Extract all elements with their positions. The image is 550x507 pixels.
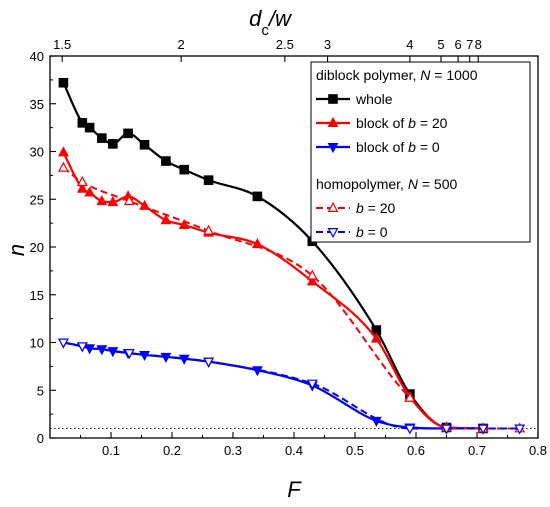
series-1-point: [107, 196, 119, 207]
series-1-point: [160, 214, 172, 225]
legend-label-0: whole: [355, 91, 393, 107]
series-1-point: [76, 182, 88, 193]
series-4-point: [514, 424, 526, 435]
series-1-point: [96, 195, 108, 206]
series-1-point: [178, 218, 190, 229]
series-4-point: [203, 357, 215, 368]
legend-marker-2: [327, 143, 339, 154]
y-tick-label: 15: [30, 288, 44, 303]
series-3-line: [62, 166, 520, 430]
axes: 0.1 0.2 0.3 0.4 0.5 0.6 0.7 0.80510152025303540…: [4, 6, 547, 502]
series-0-point: [203, 175, 214, 185]
series-0-point: [252, 191, 263, 202]
series-0-point: [123, 128, 133, 139]
top-tick-label: 6: [454, 37, 461, 52]
legend-label-4: b = 0: [356, 224, 388, 240]
legend-label-1: block of b = 20: [356, 115, 448, 131]
series-1-point: [306, 275, 318, 286]
top-tick-label: 4: [406, 37, 413, 52]
series-1-point: [84, 186, 96, 197]
x-tick-label: 0.4: [285, 443, 303, 458]
series-4-point: [404, 424, 416, 435]
x-tick-label: 0.8: [529, 443, 547, 458]
y-tick-label: 10: [30, 336, 44, 351]
series-1-line: [62, 151, 484, 430]
top-tick-label: 7: [466, 37, 473, 52]
series-4-point: [58, 338, 69, 349]
top-tick-label: 3: [324, 37, 331, 52]
legend-marker-0: [328, 94, 338, 104]
series-4-point: [123, 349, 135, 360]
series-3-point: [306, 269, 318, 280]
series-0-point: [58, 77, 69, 88]
series-4-point: [477, 424, 489, 435]
y-tick-label: 20: [30, 240, 44, 255]
legend-marker-4: [327, 228, 339, 239]
x-tick-label: 0.7: [468, 443, 486, 458]
x-axis-title: F: [287, 477, 302, 502]
series-0-point: [139, 140, 150, 150]
legend-marker-3: [327, 201, 339, 212]
legend-title-homopolymer: homopolymer, N = 500: [316, 176, 457, 192]
x-tick-label: 0.5: [346, 443, 364, 458]
legend-label-2: block of b = 0: [356, 139, 440, 155]
x-tick-label: 0.6: [407, 443, 425, 458]
top-tick-label: 5: [437, 37, 444, 52]
series-1-point: [58, 146, 69, 157]
series-4-point: [441, 424, 452, 435]
series-1-point: [370, 332, 382, 343]
x-tick-label: 0.1: [102, 443, 120, 458]
y-tick-label: 0: [37, 431, 44, 446]
legend-label-3: b = 20: [356, 200, 396, 216]
series-3-point: [123, 195, 135, 206]
series-4-point: [76, 342, 88, 353]
series-0-point: [179, 164, 189, 175]
top-axis-title: dc/w: [249, 6, 293, 39]
y-tick-label: 40: [30, 49, 44, 64]
series-4-point: [306, 379, 318, 390]
y-tick-label: 5: [37, 383, 44, 398]
series-2-point: [370, 416, 382, 427]
legend-box: [310, 61, 531, 243]
series-0-point: [84, 122, 95, 133]
legend-marker-1: [327, 116, 339, 127]
series-0-point: [161, 156, 171, 166]
x-tick-label: 0.2: [163, 443, 181, 458]
y-tick-label: 25: [30, 192, 44, 207]
series-3-point: [76, 175, 88, 187]
x-tick-label: 0.3: [224, 443, 242, 458]
top-tick-label: 8: [475, 37, 482, 52]
top-tick-label: 1.5: [53, 37, 71, 52]
series-3-point: [58, 161, 69, 172]
y-axis-title: n: [4, 244, 29, 256]
legend-title-diblock: diblock polymer, N = 1000: [316, 67, 478, 83]
series-3-point: [404, 391, 416, 402]
top-tick-label: 2.5: [276, 37, 294, 52]
y-tick-label: 35: [30, 97, 44, 112]
series-0-point: [108, 139, 118, 149]
series-0-point: [97, 133, 107, 143]
top-tick-label: 2: [178, 37, 185, 52]
y-tick-label: 30: [30, 145, 44, 160]
series-3-point: [203, 224, 215, 235]
series-4-line: [63, 341, 520, 430]
legend: diblock polymer, N = 1000 homopolymer, N …: [310, 61, 531, 243]
